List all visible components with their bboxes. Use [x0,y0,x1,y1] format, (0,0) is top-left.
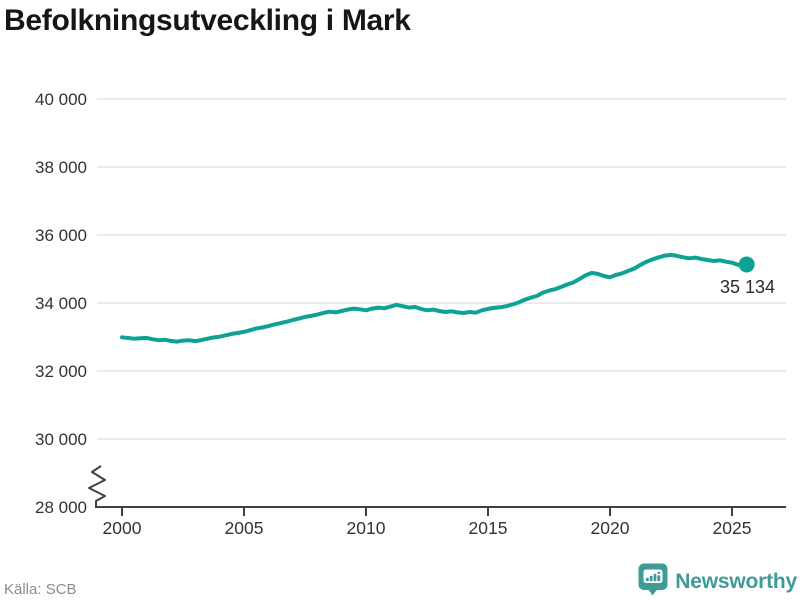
y-tick-label: 40 000 [35,90,87,109]
page-title: Befolkningsutveckling i Mark [4,4,411,37]
newsworthy-wordmark: Newsworthy [675,570,797,593]
axis-break-icon [88,465,106,508]
last-value-label: 35 134 [720,277,775,297]
x-tick-label: 2015 [469,518,508,538]
y-tick-label: 28 000 [35,498,87,517]
x-tick-label: 2025 [713,518,752,538]
population-line-chart: 28 000 30 000 32 000 34 000 36 000 38 000 40 0… [35,90,786,538]
source-note: Källa: SCB [4,581,77,598]
y-tick-label: 34 000 [35,294,87,313]
y-tick-label: 36 000 [35,226,87,245]
y-tick-label: 38 000 [35,158,87,177]
last-point-marker [738,256,755,273]
x-tick-label: 2020 [591,518,630,538]
y-tick-label: 32 000 [35,362,87,381]
y-tick-label: 30 000 [35,430,87,449]
x-tick-label: 2005 [225,518,264,538]
x-tick-label: 2010 [347,518,386,538]
newsworthy-logo[interactable]: Newsworthy [638,563,797,600]
population-series-line [120,252,749,344]
x-tick-label: 2000 [103,518,142,538]
newsworthy-bars-icon [638,563,668,600]
